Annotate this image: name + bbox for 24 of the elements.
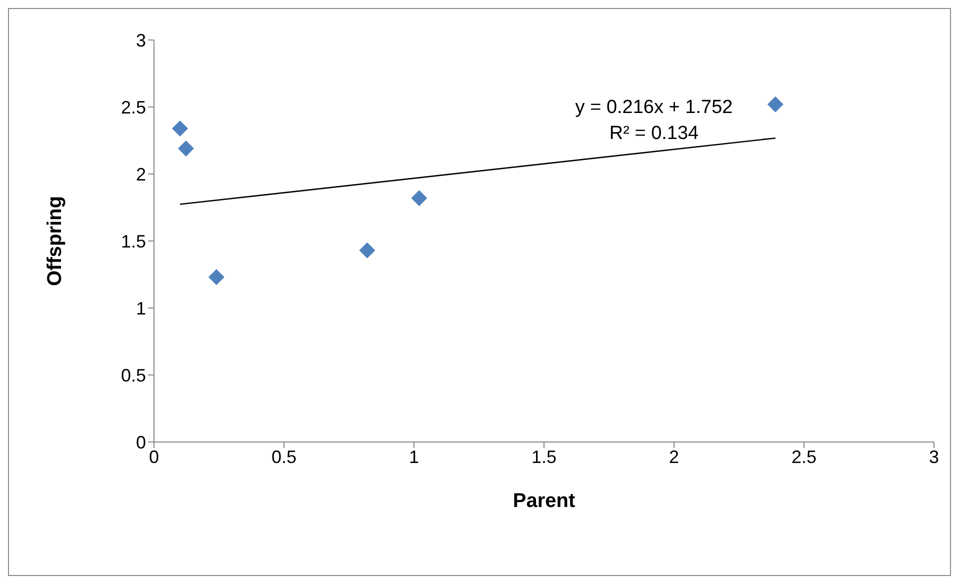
- point: [767, 96, 784, 112]
- point: [359, 242, 376, 258]
- y-tick-label: 2: [136, 164, 146, 184]
- annotation: y = 0.216x + 1.752: [574, 97, 734, 119]
- y-tick-label: 1: [136, 298, 146, 318]
- point: [411, 190, 428, 206]
- y-tick-label: 0.5: [120, 365, 146, 386]
- x-axis-title: Parent: [512, 490, 576, 512]
- point: [208, 269, 224, 286]
- x-tick-label: 0.5: [271, 446, 297, 467]
- point: [172, 120, 188, 136]
- y-tick-label: 0: [136, 432, 146, 452]
- x-tick-label: 1.5: [531, 446, 557, 467]
- y-axis-title: Offspring: [44, 196, 66, 286]
- y-tick-label: 3: [136, 30, 146, 50]
- x-tick-label: 2.5: [791, 446, 817, 467]
- y-tick-label: 1.5: [120, 231, 146, 252]
- annotation: R² = 0.134: [608, 123, 700, 145]
- x-tick-label: 1: [408, 446, 420, 467]
- x-tick-label: 3: [928, 446, 940, 467]
- x-tick-label: 0: [148, 446, 160, 467]
- point: [178, 140, 194, 157]
- x-tick-label: 2: [668, 446, 680, 467]
- y-tick-label: 2.5: [120, 97, 146, 118]
